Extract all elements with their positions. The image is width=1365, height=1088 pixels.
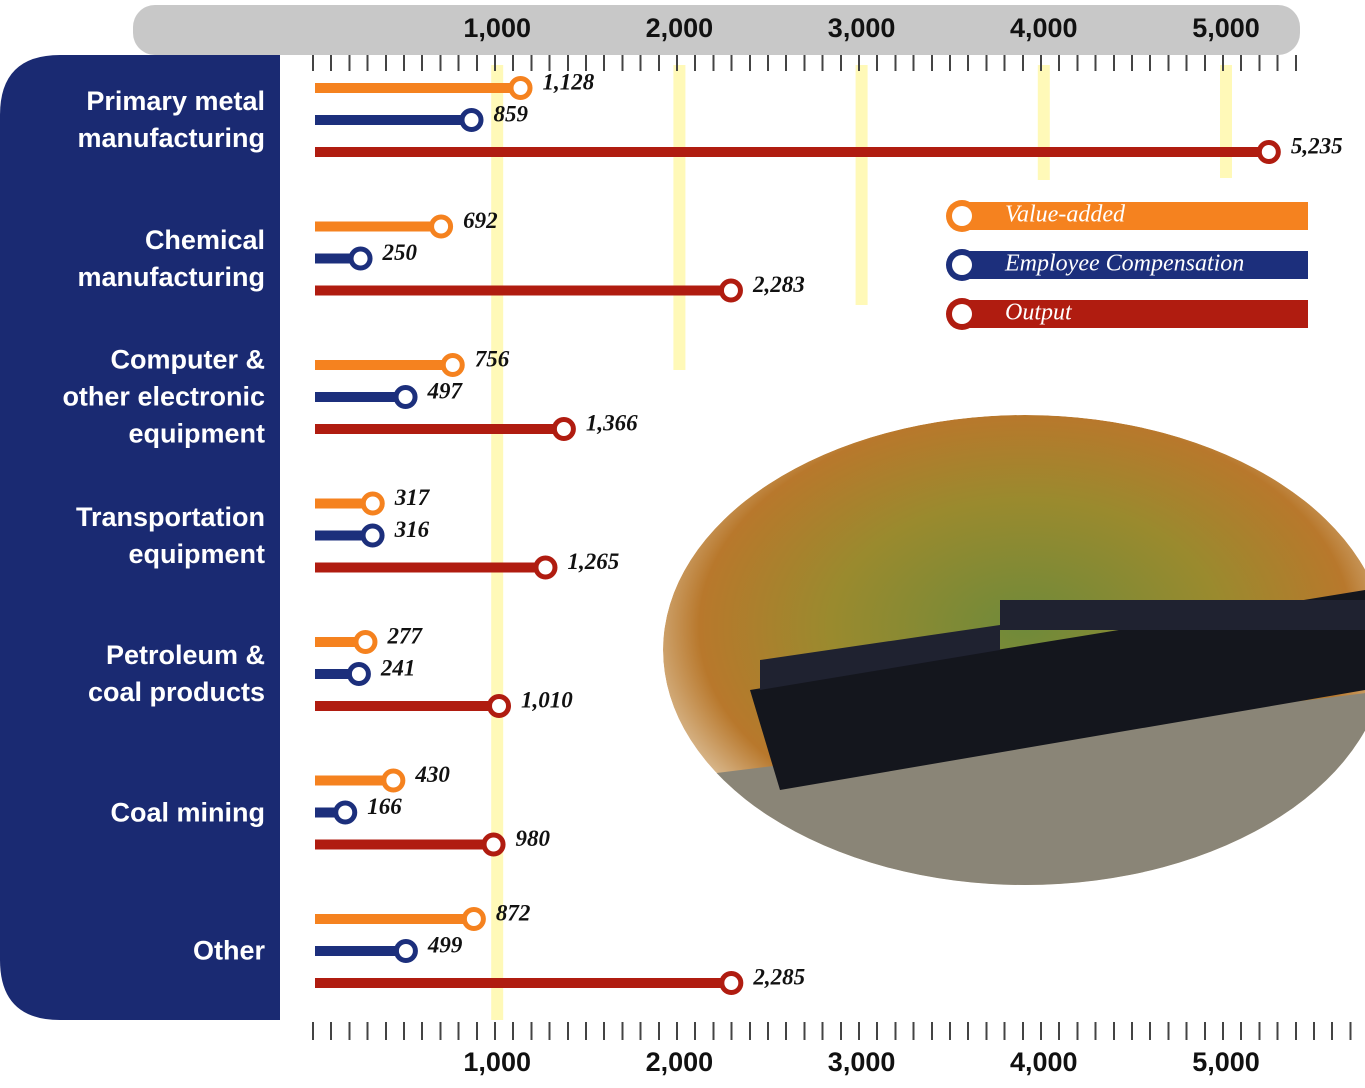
photo: [663, 415, 1365, 885]
value-label: 430: [414, 762, 450, 787]
marker: [348, 246, 373, 271]
value-label: 1,366: [586, 410, 638, 435]
x-tick-label: 5,000: [1192, 13, 1260, 43]
lollipop: [315, 907, 486, 931]
lollipop: [315, 832, 506, 857]
lollipop: [315, 523, 385, 548]
marker: [393, 939, 418, 963]
lollipop: [315, 662, 371, 686]
lollipop: [315, 353, 465, 377]
x-tick-label: 3,000: [828, 13, 896, 43]
legend-swatch: [962, 300, 1308, 328]
category-label: Transportation equipment: [75, 501, 265, 569]
lollipop: [315, 214, 454, 239]
marker: [1256, 140, 1281, 164]
marker: [393, 385, 418, 409]
value-label: 1,010: [521, 687, 573, 712]
value-label: 241: [380, 655, 416, 680]
value-label: 1,128: [543, 69, 595, 94]
lollipop: [315, 971, 744, 995]
x-tick-label: 4,000: [1010, 1047, 1078, 1077]
marker: [353, 630, 378, 654]
marker: [508, 76, 533, 100]
marker: [429, 214, 454, 239]
category-label: Coal mining: [110, 797, 266, 827]
lollipop: [315, 694, 512, 718]
x-tick-label: 2,000: [646, 1047, 714, 1077]
lollipop: [315, 555, 558, 580]
legend-label: Employee Compensation: [1004, 251, 1244, 277]
category-label: Petroleum & coal products: [87, 640, 265, 707]
value-label: 277: [386, 623, 423, 648]
value-label: 2,283: [752, 272, 805, 297]
lollipop: [315, 417, 576, 441]
legend-marker-inner: [952, 206, 972, 226]
top-ruler: [312, 55, 1300, 71]
lollipop: [315, 385, 418, 409]
marker: [459, 108, 484, 132]
value-label: 5,235: [1291, 133, 1343, 158]
lollipop: [315, 768, 406, 793]
value-label: 1,265: [567, 549, 619, 574]
lollipop: [315, 76, 533, 100]
x-tick-label: 5,000: [1192, 1047, 1260, 1077]
marker: [487, 694, 512, 718]
x-tick-label: 1,000: [463, 1047, 531, 1077]
category-panel: [0, 55, 280, 1020]
marker: [440, 353, 465, 377]
lollipop: [315, 108, 484, 132]
marker: [461, 907, 486, 931]
value-label: 166: [367, 794, 402, 819]
marker: [481, 832, 506, 857]
lollipop: [315, 278, 743, 303]
value-label: 756: [475, 346, 510, 371]
value-label: 497: [427, 378, 464, 403]
lollipop: [315, 246, 373, 271]
marker: [346, 662, 371, 686]
x-tick-label: 3,000: [828, 1047, 896, 1077]
value-label: 2,285: [752, 964, 805, 989]
marker: [719, 971, 744, 995]
legend-swatch: [962, 251, 1308, 279]
lollipop: [315, 800, 358, 825]
legend-marker-inner: [952, 255, 972, 275]
category-label: Computer & other electronic equipment: [62, 344, 265, 449]
value-label: 316: [394, 517, 430, 542]
marker: [333, 800, 358, 825]
value-label: 872: [496, 900, 531, 925]
x-tick-label: 1,000: [463, 13, 531, 43]
x-tick-label: 2,000: [646, 13, 714, 43]
lollipop: [315, 140, 1281, 164]
lollipop: [315, 630, 378, 654]
value-label: 692: [463, 208, 498, 233]
bottom-ruler: [312, 1022, 1365, 1040]
category-label: Chemical manufacturing: [77, 224, 265, 292]
value-label: 499: [427, 932, 463, 957]
category-label: Other: [192, 935, 265, 966]
legend-swatch: [962, 202, 1308, 230]
lollipop: [315, 491, 385, 516]
x-tick-label: 4,000: [1010, 13, 1078, 43]
top-axis-band: [133, 5, 1300, 55]
legend-marker-inner: [952, 304, 972, 324]
marker: [360, 523, 385, 548]
marker: [718, 278, 743, 303]
legend-label: Value-added: [1005, 202, 1126, 228]
marker: [360, 491, 385, 516]
value-label: 859: [494, 101, 529, 126]
legend-label: Output: [1005, 300, 1073, 326]
lollipop: [315, 939, 418, 963]
value-label: 317: [394, 485, 431, 510]
marker: [533, 555, 558, 580]
value-label: 980: [516, 826, 551, 851]
marker: [381, 768, 406, 793]
category-label: Primary metal manufacturing: [77, 86, 265, 153]
value-label: 250: [382, 240, 418, 265]
marker: [551, 417, 576, 441]
